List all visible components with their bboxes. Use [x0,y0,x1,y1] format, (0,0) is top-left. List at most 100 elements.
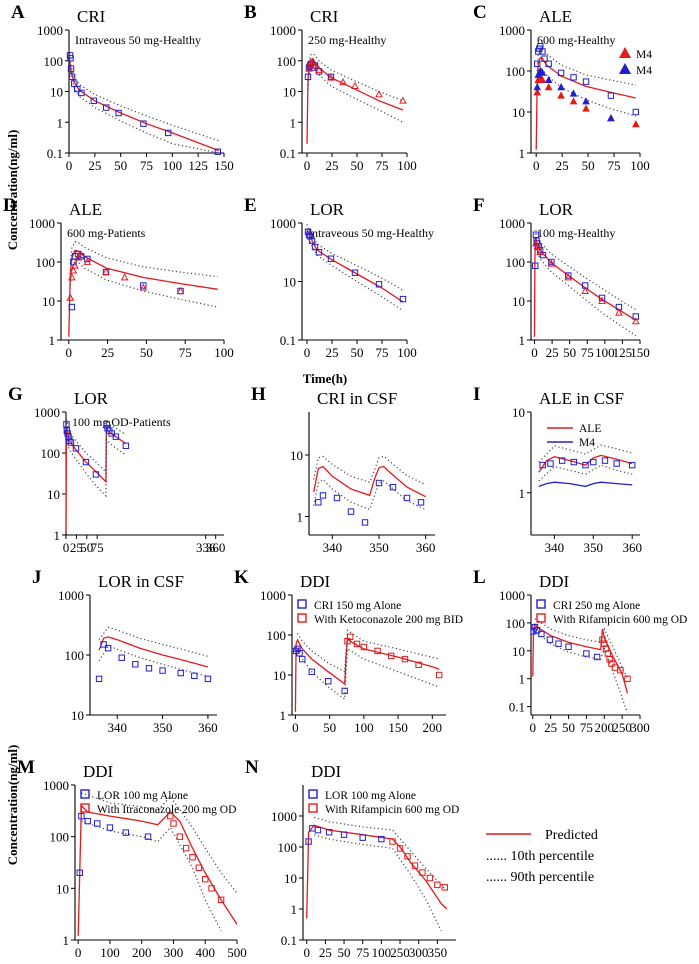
data-point [632,120,640,128]
y-tick-label: 10 [290,448,303,463]
data-point [95,675,103,683]
data-point [84,255,91,263]
panel-A: A CRI Intraveous 50 mg-Healthy 0.1 1 10 100 100… [11,2,234,173]
series-line-predicted [313,465,426,498]
x-tick-label: 250 [612,720,632,735]
legend-swatch [536,613,546,623]
series-line-90th-percentile [81,792,238,894]
data-point [547,259,556,267]
x-tick-label: 25 [556,158,569,173]
data-point [327,73,335,81]
data-point [374,647,381,655]
data-point [399,96,407,104]
series-line-10th-percentile [296,647,440,701]
x-tick-label: 100 [100,945,120,960]
x-tick-label: 0 [75,945,82,960]
series-line-predicted [68,55,220,152]
data-point [122,829,130,836]
y-tick-label: 10 [56,881,69,896]
data-point [341,687,348,695]
y-tick-label: 1000 [260,588,286,603]
panel-subtitle: Intraveous 50 mg-Healthy [75,33,201,47]
series-line-m4 [538,481,633,488]
data-point [533,242,542,250]
panel-letter: B [244,2,257,23]
data-point [569,89,578,97]
data-point [564,273,573,281]
data-point [68,303,76,311]
x-tick-label: 75 [608,158,621,173]
panel-H: H CRI in CSF 1 10 340 350 360 [251,384,435,555]
data-point [78,812,85,820]
panel-title: DDI [311,762,342,781]
data-point [532,231,540,238]
legend-label: CRI 150 mg Alone [314,600,401,612]
legend-p90-label: ...... 90th percentile [486,870,594,885]
data-point [314,826,322,834]
x-tick-label: 100 [397,345,417,360]
legend-predicted-label: Predicted [545,828,598,843]
data-point [347,508,355,515]
series-line-predicted [77,804,238,936]
x-tick-label: 300 [164,945,184,960]
data-point [204,675,212,683]
x-tick-label: 360 [416,540,436,555]
data-point [305,64,313,72]
x-tick-label: 0 [533,158,540,173]
series-line-10th-percentile [69,259,218,308]
series-line-10th-percentile [538,464,633,482]
panel-letter: H [251,384,266,405]
series-line-10th-percentile [314,834,442,931]
x-tick-label: 360 [198,720,218,735]
data-point [419,869,426,876]
y-tick-label: 10 [47,487,60,502]
y-axis-label-top: Concentration(ng/ml) [5,130,20,251]
series-line-predicted [306,229,404,303]
data-point [375,479,383,487]
data-point [177,669,184,677]
x-tick-label: 75 [580,720,593,735]
data-point [191,672,198,680]
x-tick-label: 25 [544,720,557,735]
legend-label: With Ketoconazole 200 mg BID [314,614,463,626]
data-point [534,60,541,67]
data-point [103,421,110,428]
x-tick-label: 25 [101,345,114,360]
data-point [132,661,139,668]
data-point [78,89,85,97]
data-point [632,108,640,116]
data-point [299,655,306,663]
data-point [82,458,90,466]
data-point [599,636,606,643]
x-tick-label: 75 [356,945,369,960]
y-tick-label: 1 [57,115,64,130]
data-point [315,65,323,73]
data-point [68,73,76,81]
x-tick-label: 50 [114,158,127,173]
x-tick-label: 0 [292,720,299,735]
panel-subtitle: 100 mg-Healthy [537,226,615,240]
data-point [598,294,606,302]
data-point [558,457,566,464]
data-point [315,499,322,506]
y-tick-label: 100 [41,446,61,461]
data-point [309,57,317,65]
data-point [533,83,542,91]
panel-letter: N [245,757,259,778]
data-point [388,652,395,660]
data-point [544,75,553,83]
x-tick-label: 0 [303,945,310,960]
y-tick-label: 1000 [29,216,55,231]
data-point [545,60,552,67]
data-point [84,817,91,825]
data-point [624,675,631,682]
data-point [581,286,589,294]
data-point [353,640,361,648]
data-point [361,519,369,526]
panel-C: C ALE 600 mg-Healthy 1 10 100 1000 0 25 50 75 100 M4… [473,2,652,173]
panel-letter: A [11,2,25,23]
data-point [533,626,541,634]
series-line-predicted [98,636,209,668]
data-point [92,471,100,478]
